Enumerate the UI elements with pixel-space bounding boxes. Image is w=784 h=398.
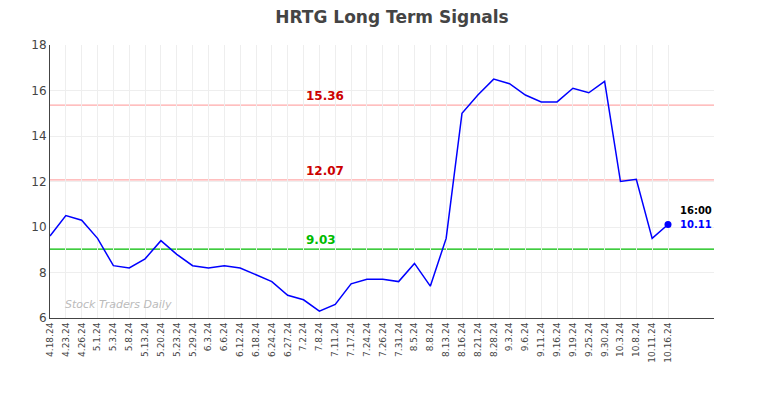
svg-text:8.5.24: 8.5.24 xyxy=(409,322,419,351)
svg-text:9.25.24: 9.25.24 xyxy=(584,322,594,357)
svg-text:6: 6 xyxy=(39,311,47,325)
svg-text:7.31.24: 7.31.24 xyxy=(394,322,404,357)
svg-text:5.1.24: 5.1.24 xyxy=(92,322,102,351)
svg-text:15.36: 15.36 xyxy=(306,89,344,103)
svg-text:4.23.24: 4.23.24 xyxy=(61,322,71,357)
svg-text:8.8.24: 8.8.24 xyxy=(425,322,435,351)
svg-text:5.23.24: 5.23.24 xyxy=(172,322,182,357)
svg-text:8.13.24: 8.13.24 xyxy=(441,322,451,357)
svg-text:5.29.24: 5.29.24 xyxy=(188,322,198,357)
svg-text:18: 18 xyxy=(31,38,46,52)
svg-text:7.11.24: 7.11.24 xyxy=(330,322,340,357)
svg-text:5.8.24: 5.8.24 xyxy=(124,322,134,351)
svg-text:12: 12 xyxy=(31,175,46,189)
svg-text:8: 8 xyxy=(39,266,47,280)
svg-text:9.3.24: 9.3.24 xyxy=(504,322,514,351)
svg-text:10.16.24: 10.16.24 xyxy=(663,322,673,362)
svg-text:5.13.24: 5.13.24 xyxy=(140,322,150,357)
svg-text:8.21.24: 8.21.24 xyxy=(473,322,483,357)
svg-text:HRTG Long Term Signals: HRTG Long Term Signals xyxy=(275,7,508,27)
svg-text:9.19.24: 9.19.24 xyxy=(568,322,578,357)
svg-text:14: 14 xyxy=(31,129,46,143)
svg-text:5.3.24: 5.3.24 xyxy=(108,322,118,351)
svg-text:4.18.24: 4.18.24 xyxy=(45,322,55,357)
svg-text:10.8.24: 10.8.24 xyxy=(631,322,641,357)
svg-text:16:00: 16:00 xyxy=(680,205,712,216)
svg-text:6.3.24: 6.3.24 xyxy=(203,322,213,351)
svg-text:7.8.24: 7.8.24 xyxy=(314,322,324,351)
svg-text:Stock Traders Daily: Stock Traders Daily xyxy=(65,298,172,311)
svg-text:8.28.24: 8.28.24 xyxy=(489,322,499,357)
svg-text:7.2.24: 7.2.24 xyxy=(298,322,308,351)
svg-text:9.6.24: 9.6.24 xyxy=(520,322,530,351)
svg-text:9.30.24: 9.30.24 xyxy=(600,322,610,357)
svg-text:7.17.24: 7.17.24 xyxy=(346,322,356,357)
svg-text:5.20.24: 5.20.24 xyxy=(156,322,166,357)
svg-text:10.3.24: 10.3.24 xyxy=(615,322,625,357)
svg-text:6.6.24: 6.6.24 xyxy=(219,322,229,351)
svg-text:6.18.24: 6.18.24 xyxy=(251,322,261,357)
svg-text:16: 16 xyxy=(31,84,46,98)
svg-text:9.11.24: 9.11.24 xyxy=(536,322,546,357)
svg-text:7.24.24: 7.24.24 xyxy=(362,322,372,357)
svg-text:4.26.24: 4.26.24 xyxy=(77,322,87,357)
svg-text:10.11: 10.11 xyxy=(680,219,712,230)
svg-text:7.26.24: 7.26.24 xyxy=(378,322,388,357)
svg-text:6.24.24: 6.24.24 xyxy=(267,322,277,357)
svg-text:12.07: 12.07 xyxy=(306,164,344,178)
svg-text:8.16.24: 8.16.24 xyxy=(457,322,467,357)
svg-text:9.03: 9.03 xyxy=(306,233,336,247)
svg-text:10.11.24: 10.11.24 xyxy=(647,322,657,362)
svg-text:10: 10 xyxy=(31,220,46,234)
svg-text:6.27.24: 6.27.24 xyxy=(283,322,293,357)
svg-text:6.12.24: 6.12.24 xyxy=(235,322,245,357)
svg-text:9.16.24: 9.16.24 xyxy=(552,322,562,357)
